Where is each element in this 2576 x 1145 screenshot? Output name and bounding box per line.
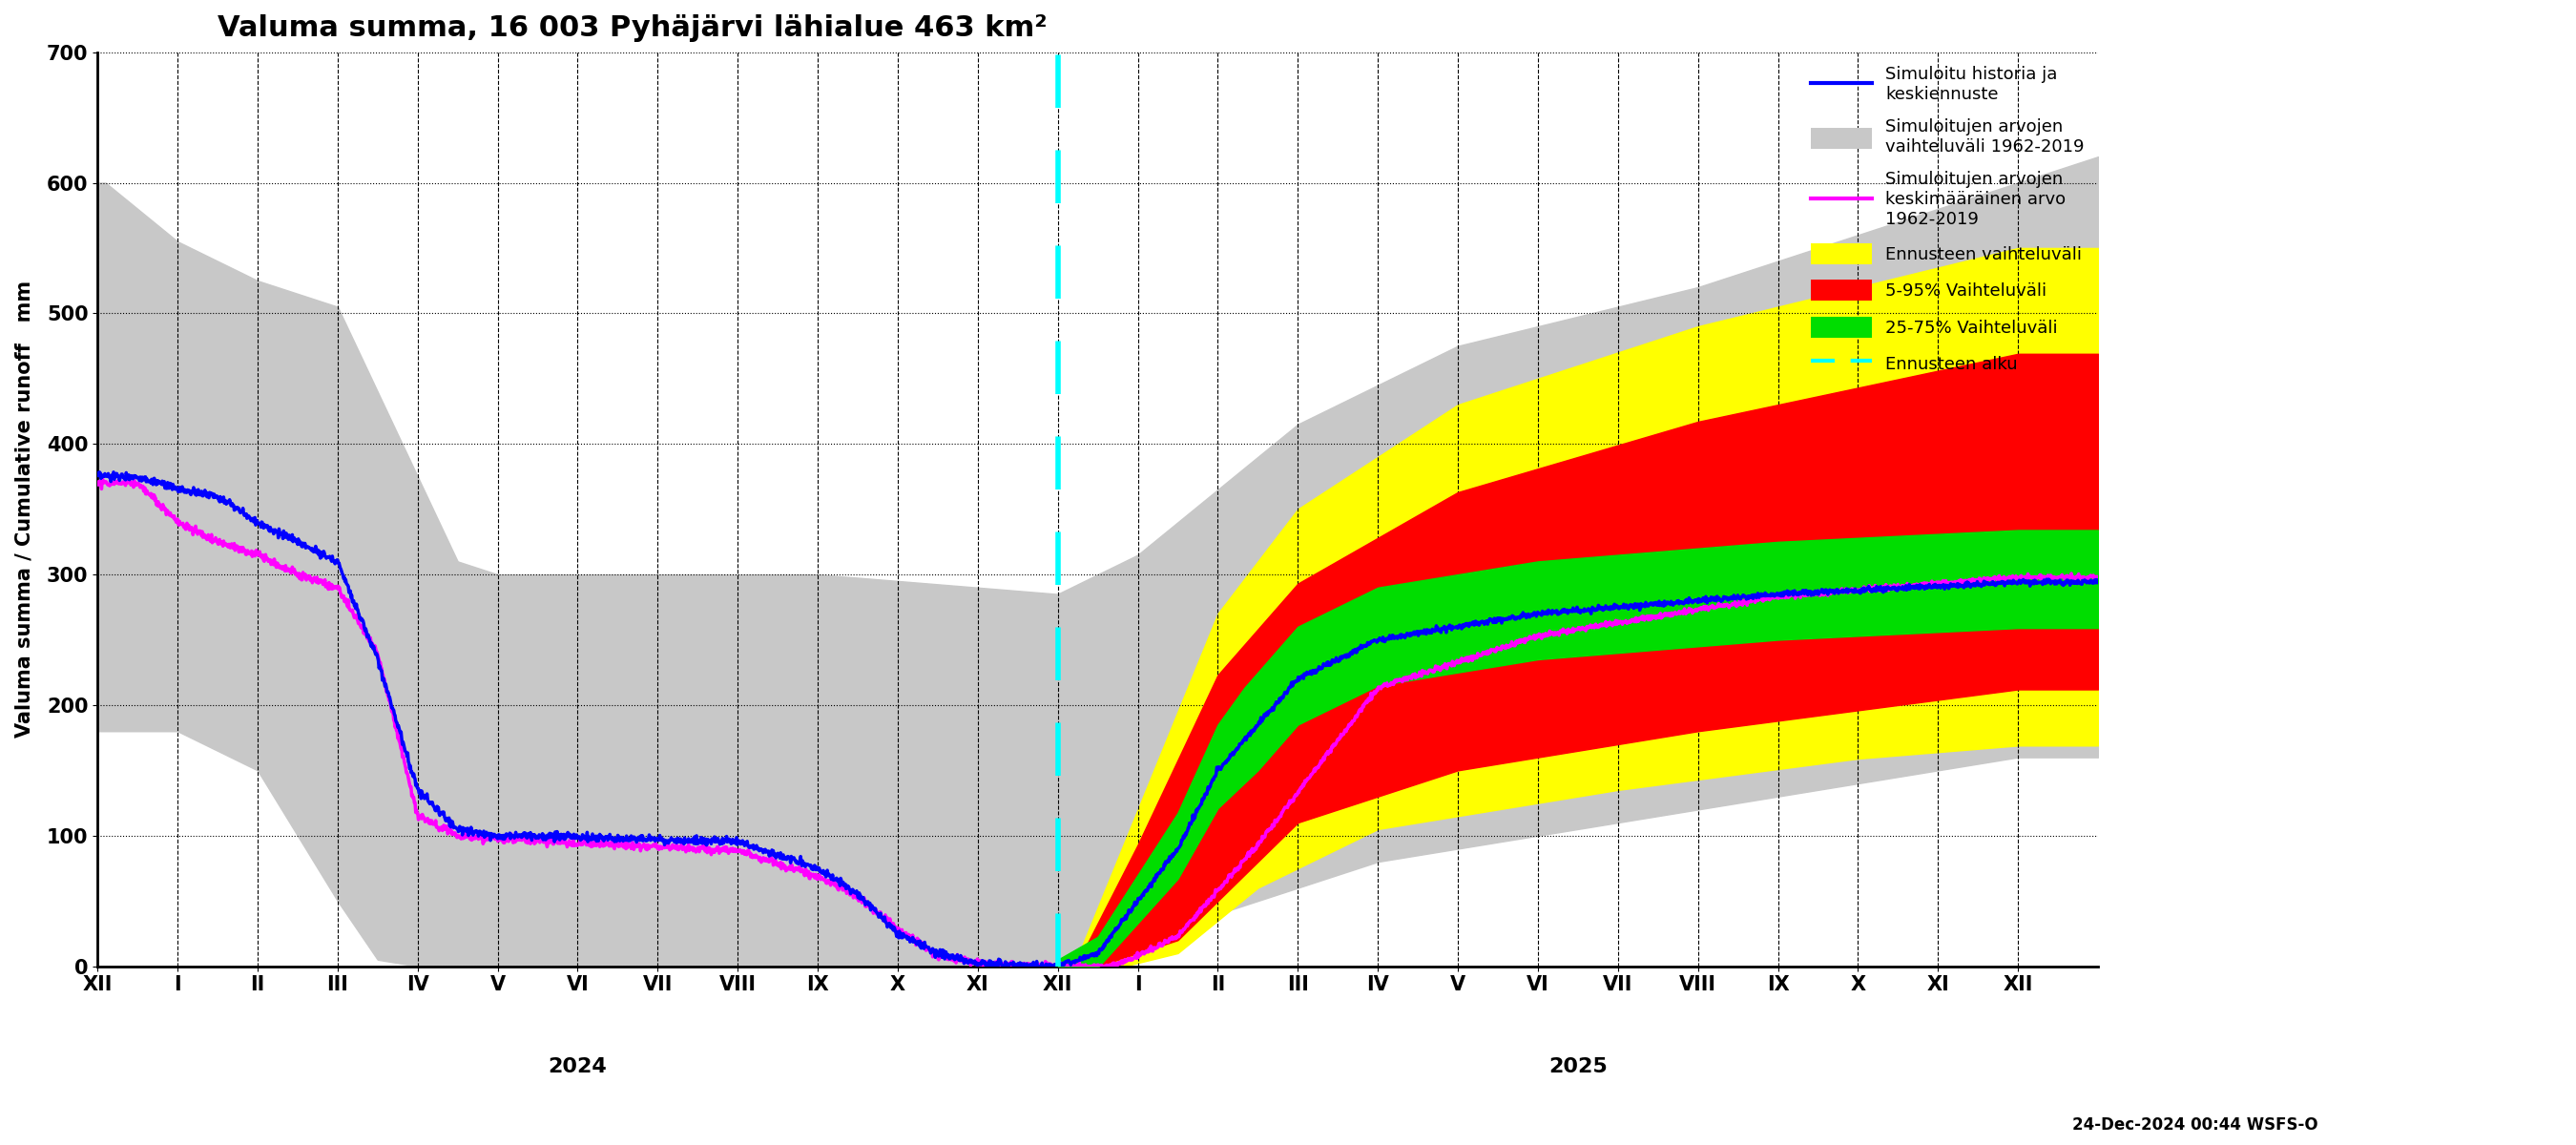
Text: 2024: 2024 xyxy=(549,1058,608,1076)
Text: Valuma summa, 16 003 Pyhäjärvi lähialue 463 km²: Valuma summa, 16 003 Pyhäjärvi lähialue … xyxy=(216,14,1048,42)
Text: 24-Dec-2024 00:44 WSFS-O: 24-Dec-2024 00:44 WSFS-O xyxy=(2074,1116,2318,1134)
Text: 2025: 2025 xyxy=(1548,1058,1607,1076)
Y-axis label: Valuma summa / Cumulative runoff   mm: Valuma summa / Cumulative runoff mm xyxy=(15,281,33,737)
Legend: Simuloitu historia ja
keskiennuste, Simuloitujen arvojen
vaihteluväli 1962-2019,: Simuloitu historia ja keskiennuste, Simu… xyxy=(1806,61,2089,379)
